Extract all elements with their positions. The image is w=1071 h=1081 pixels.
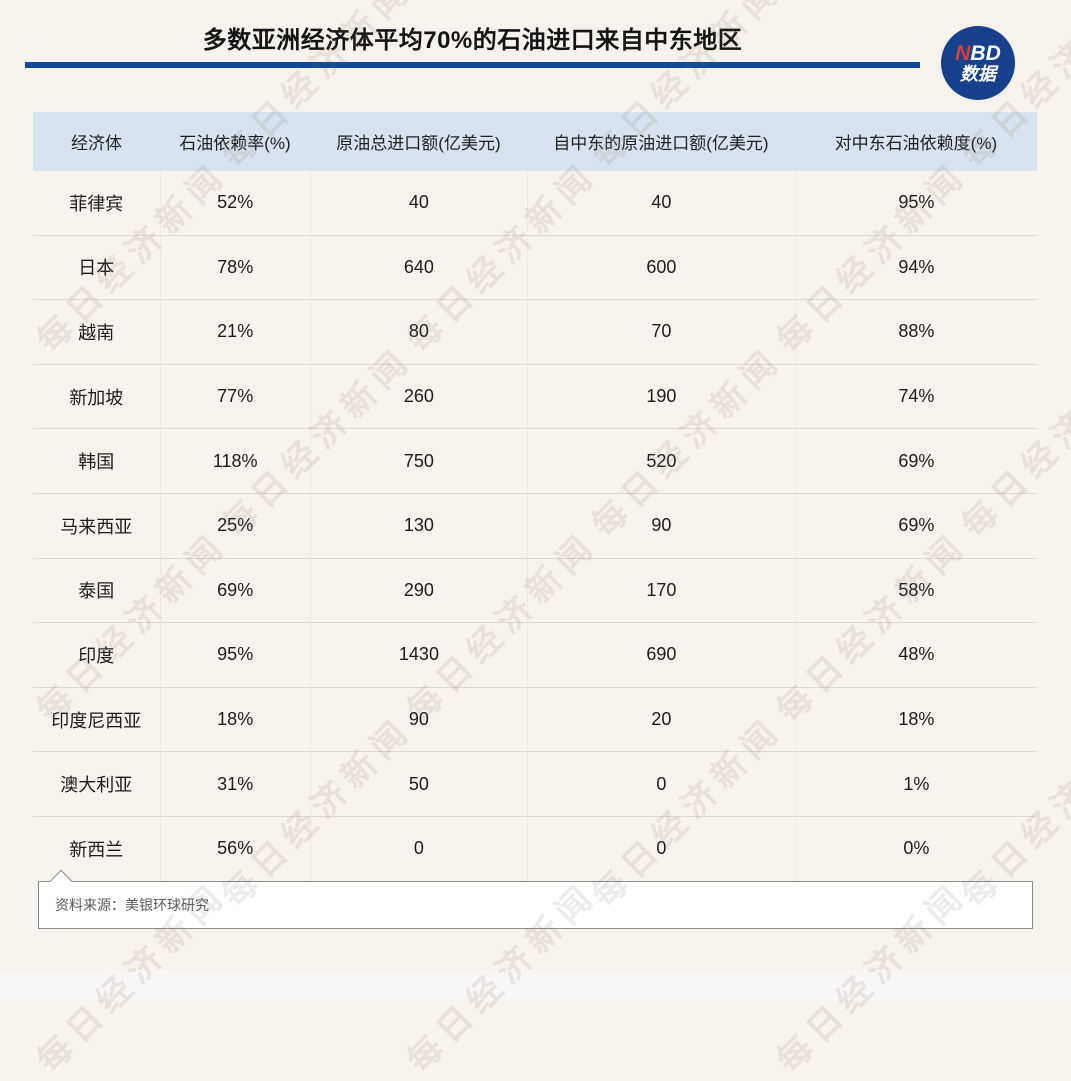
nbd-logo-shuju: 数据 [960, 63, 996, 84]
table-row: 菲律宾 52% 40 40 95% [33, 171, 1037, 235]
cell-oil-dependency: 69% [161, 558, 311, 623]
cell-oil-dependency: 95% [161, 623, 311, 687]
cell-middle-east-dependency: 88% [898, 321, 935, 342]
source-callout-box: 资料来源：美银环球研究 [38, 869, 1033, 929]
cell-economy: 越南 [33, 300, 161, 364]
oil-imports-table: 经济体 石油依赖率(%) 原油总进口额(亿美元) 自中东的原油进口额(亿美元) … [33, 112, 1037, 881]
cell-oil-dependency: 21% [161, 300, 311, 364]
cell-middle-east-dependency: 18% [898, 709, 935, 730]
column-header-middle-east-dependency: 对中东石油依赖度(%) [834, 134, 998, 153]
cell-total-crude-imports: 0 [311, 816, 528, 881]
cell-total-crude-imports: 290 [311, 558, 528, 623]
cell-oil-dependency: 31% [161, 752, 311, 816]
bottom-strip [0, 970, 1071, 1000]
cell-economy: 日本 [33, 235, 161, 300]
cell-oil-dependency: 77% [161, 364, 311, 429]
nbd-logo-n: N [955, 41, 971, 65]
cell-middle-east-imports: 190 [528, 364, 796, 429]
page-title: 多数亚洲经济体平均70%的石油进口来自中东地区 [202, 27, 743, 54]
cell-middle-east-imports: 20 [528, 687, 796, 752]
cell-middle-east-dependency: 74% [898, 386, 935, 407]
cell-middle-east-imports: 600 [528, 235, 796, 300]
cell-economy: 印度尼西亚 [33, 687, 161, 752]
cell-oil-dependency: 56% [161, 816, 311, 881]
table-row: 印度 95% 1430 690 48% [33, 622, 1037, 687]
table-row: 新加坡 77% 260 190 74% [33, 363, 1037, 429]
cell-total-crude-imports: 640 [311, 235, 528, 300]
cell-middle-east-imports: 690 [528, 623, 796, 687]
title-underline-rule [25, 62, 920, 68]
cell-economy: 新加坡 [33, 364, 161, 429]
cell-total-crude-imports: 40 [311, 171, 528, 235]
cell-middle-east-dependency: 69% [898, 450, 935, 471]
cell-middle-east-dependency: 94% [898, 256, 935, 277]
table-row: 日本 78% 640 600 94% [33, 234, 1037, 300]
column-header-middle-east-imports: 自中东的原油进口额(亿美元) [553, 134, 769, 153]
cell-middle-east-imports: 0 [528, 752, 796, 816]
cell-economy: 新西兰 [33, 816, 161, 881]
cell-middle-east-dependency: 0% [903, 838, 930, 859]
cell-middle-east-imports: 70 [528, 300, 796, 364]
cell-total-crude-imports: 260 [311, 364, 528, 429]
table-row: 韩国 118% 750 520 69% [33, 428, 1037, 493]
cell-total-crude-imports: 90 [311, 687, 528, 752]
cell-middle-east-imports: 40 [528, 171, 796, 235]
cell-total-crude-imports: 50 [311, 752, 528, 816]
cell-middle-east-dependency: 1% [903, 773, 930, 794]
nbd-logo-text: NBD [955, 41, 1001, 65]
cell-total-crude-imports: 130 [311, 493, 528, 558]
table-row: 印度尼西亚 18% 90 20 18% [33, 686, 1037, 752]
cell-middle-east-dependency: 95% [898, 192, 935, 213]
table-row: 马来西亚 25% 130 90 69% [33, 492, 1037, 558]
cell-oil-dependency: 118% [161, 429, 311, 493]
cell-middle-east-dependency: 48% [898, 644, 935, 665]
cell-middle-east-dependency: 69% [898, 515, 935, 536]
cell-total-crude-imports: 1430 [311, 623, 528, 687]
cell-total-crude-imports: 80 [311, 300, 528, 364]
cell-economy: 泰国 [33, 558, 161, 623]
cell-oil-dependency: 52% [161, 171, 311, 235]
cell-middle-east-imports: 90 [528, 493, 796, 558]
cell-middle-east-dependency: 58% [898, 579, 935, 600]
cell-middle-east-imports: 0 [528, 816, 796, 881]
cell-oil-dependency: 25% [161, 493, 311, 558]
table-header-row: 经济体 石油依赖率(%) 原油总进口额(亿美元) 自中东的原油进口额(亿美元) … [33, 112, 1037, 171]
cell-economy: 印度 [33, 623, 161, 687]
table-row: 新西兰 56% 0 0 0% [33, 815, 1037, 881]
column-header-oil-dependency: 石油依赖率(%) [179, 134, 291, 153]
table-row: 泰国 69% 290 170 58% [33, 557, 1037, 623]
source-label: 资料来源：美银环球研究 [55, 897, 209, 913]
table-row: 越南 21% 80 70 88% [33, 299, 1037, 364]
cell-oil-dependency: 18% [161, 687, 311, 752]
table-row: 澳大利亚 31% 50 0 1% [33, 751, 1037, 816]
cell-middle-east-imports: 520 [528, 429, 796, 493]
cell-economy: 韩国 [33, 429, 161, 493]
nbd-logo: NBD 数据 [941, 26, 1015, 100]
cell-total-crude-imports: 750 [311, 429, 528, 493]
cell-economy: 菲律宾 [33, 171, 161, 235]
cell-oil-dependency: 78% [161, 235, 311, 300]
cell-middle-east-imports: 170 [528, 558, 796, 623]
table-body: 菲律宾 52% 40 40 95% 日本 78% 640 600 94% 越南 21% 80 70 88% 新… [33, 171, 1037, 881]
cell-economy: 澳大利亚 [33, 752, 161, 816]
nbd-logo-bd: BD [970, 41, 1001, 65]
column-header-economy: 经济体 [71, 134, 122, 153]
column-header-total-crude-imports: 原油总进口额(亿美元) [336, 134, 501, 153]
cell-economy: 马来西亚 [33, 493, 161, 558]
